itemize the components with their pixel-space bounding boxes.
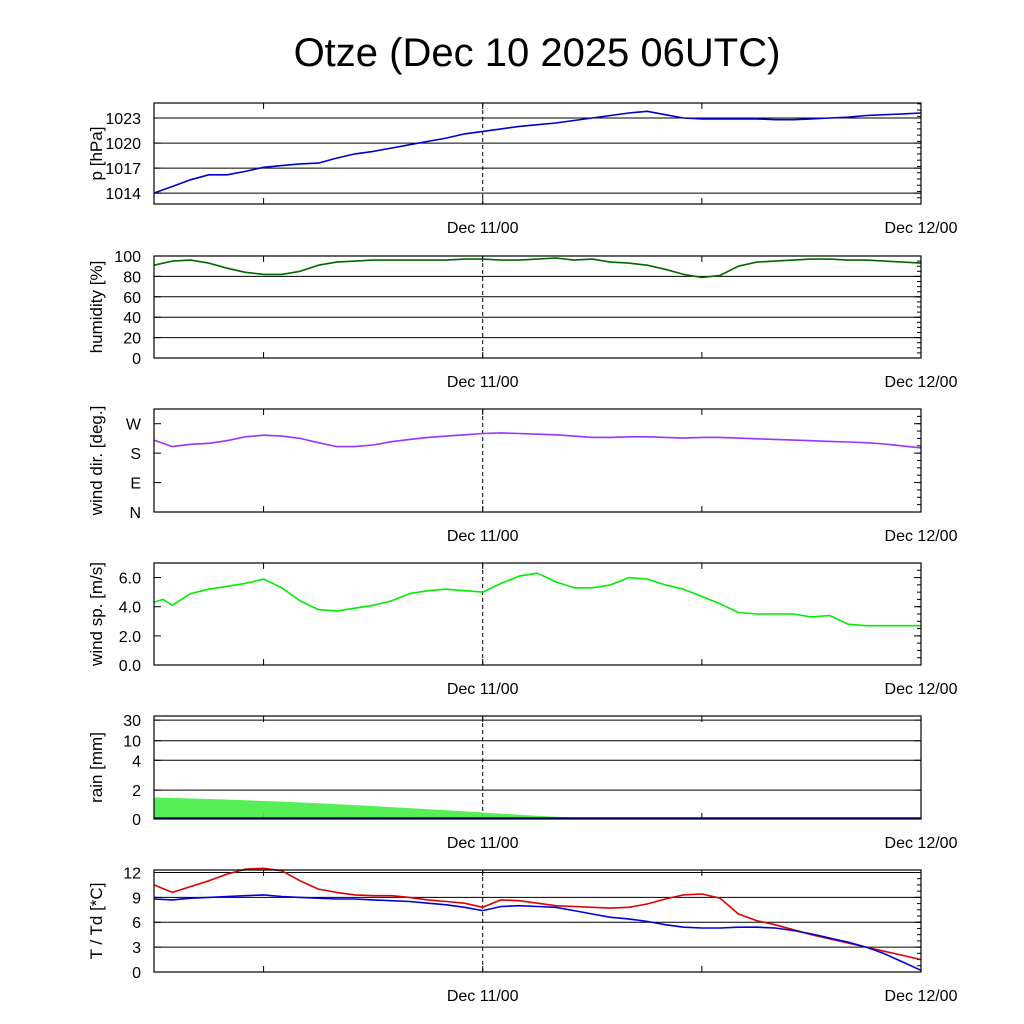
y-tick-label: 4	[132, 753, 141, 770]
y-tick-label: 3	[132, 940, 141, 957]
y-axis-title: T / Td [*C]	[87, 883, 106, 960]
panel-5: 0 2 4 10 30 rain [mm] Dec 11/00 Dec 12/00	[87, 713, 958, 852]
y-tick-label: E	[130, 476, 141, 493]
panel-frame	[153, 255, 922, 359]
y-tick-label: W	[126, 417, 142, 434]
y-tick-label: 20	[123, 331, 141, 348]
y-axis-title: wind dir. [deg.]	[87, 406, 106, 517]
panel-frame	[153, 102, 922, 205]
chart-title: Otze (Dec 10 2025 06UTC)	[294, 31, 781, 75]
y-tick-label: 6.0	[119, 571, 141, 588]
y-tick-label: 1017	[105, 161, 141, 178]
series-line-1	[153, 257, 922, 279]
panel-frame	[153, 715, 922, 820]
panel-2: 0 20 40 60 80 100 humidity [%] Dec 11/00 Dec 12/…	[87, 249, 958, 391]
x-date-label: Dec 12/00	[885, 835, 958, 852]
x-date-label: Dec 11/00	[447, 681, 519, 698]
panel-6: 0 3 6 9 12 T / Td [*C] Dec 11/00 Dec 12/00	[87, 865, 958, 1005]
x-date-label: Dec 11/00	[447, 835, 519, 852]
y-axis-title: p [hPa]	[87, 127, 106, 181]
panel-frame	[153, 869, 922, 973]
y-tick-label: 30	[123, 713, 141, 730]
y-tick-label: 80	[123, 269, 141, 286]
series-line-1	[153, 572, 921, 627]
y-tick-label: 0.0	[119, 658, 141, 675]
y-axis-title: humidity [%]	[87, 261, 106, 354]
series-line-1	[153, 867, 922, 961]
y-tick-label: 40	[123, 310, 141, 327]
x-date-label: Dec 11/00	[447, 528, 519, 545]
y-tick-label: 100	[114, 249, 141, 266]
y-tick-label: 4.0	[119, 600, 141, 617]
x-date-label: Dec 12/00	[885, 681, 958, 698]
y-tick-label: 0	[132, 351, 141, 368]
series-line-2	[153, 894, 922, 972]
y-tick-label: 12	[123, 865, 141, 882]
x-date-label: Dec 11/00	[447, 374, 519, 391]
y-axis-title: wind sp. [m/s]	[87, 562, 106, 667]
y-tick-label: 2.0	[119, 629, 141, 646]
panel-frame	[153, 562, 922, 666]
y-tick-label: 60	[123, 290, 141, 307]
y-tick-label: 0	[132, 965, 141, 982]
panel-frame	[153, 408, 922, 513]
rain-area	[154, 797, 921, 819]
y-tick-label: 0	[132, 812, 141, 829]
series-line-1	[153, 432, 922, 449]
series-line-1	[153, 110, 922, 194]
y-tick-label: 1020	[105, 136, 141, 153]
y-tick-label: 10	[123, 734, 141, 751]
x-date-label: Dec 12/00	[885, 374, 958, 391]
x-date-label: Dec 12/00	[885, 988, 958, 1005]
y-tick-label: 1014	[105, 186, 141, 203]
x-date-label: Dec 11/00	[447, 220, 519, 237]
y-tick-label: 1023	[105, 111, 141, 128]
x-date-label: Dec 12/00	[885, 528, 958, 545]
y-tick-label: 2	[132, 783, 141, 800]
y-tick-label: S	[130, 446, 141, 463]
panel-4: 0.0 2.0 4.0 6.0 wind sp. [m/s] Dec 11/00 Dec 1…	[87, 562, 958, 698]
y-tick-label: N	[129, 505, 141, 522]
y-axis-title: rain [mm]	[87, 732, 106, 803]
x-date-label: Dec 12/00	[885, 220, 958, 237]
x-date-label: Dec 11/00	[447, 988, 519, 1005]
y-tick-label: 9	[132, 890, 141, 907]
y-tick-label: 6	[132, 915, 141, 932]
